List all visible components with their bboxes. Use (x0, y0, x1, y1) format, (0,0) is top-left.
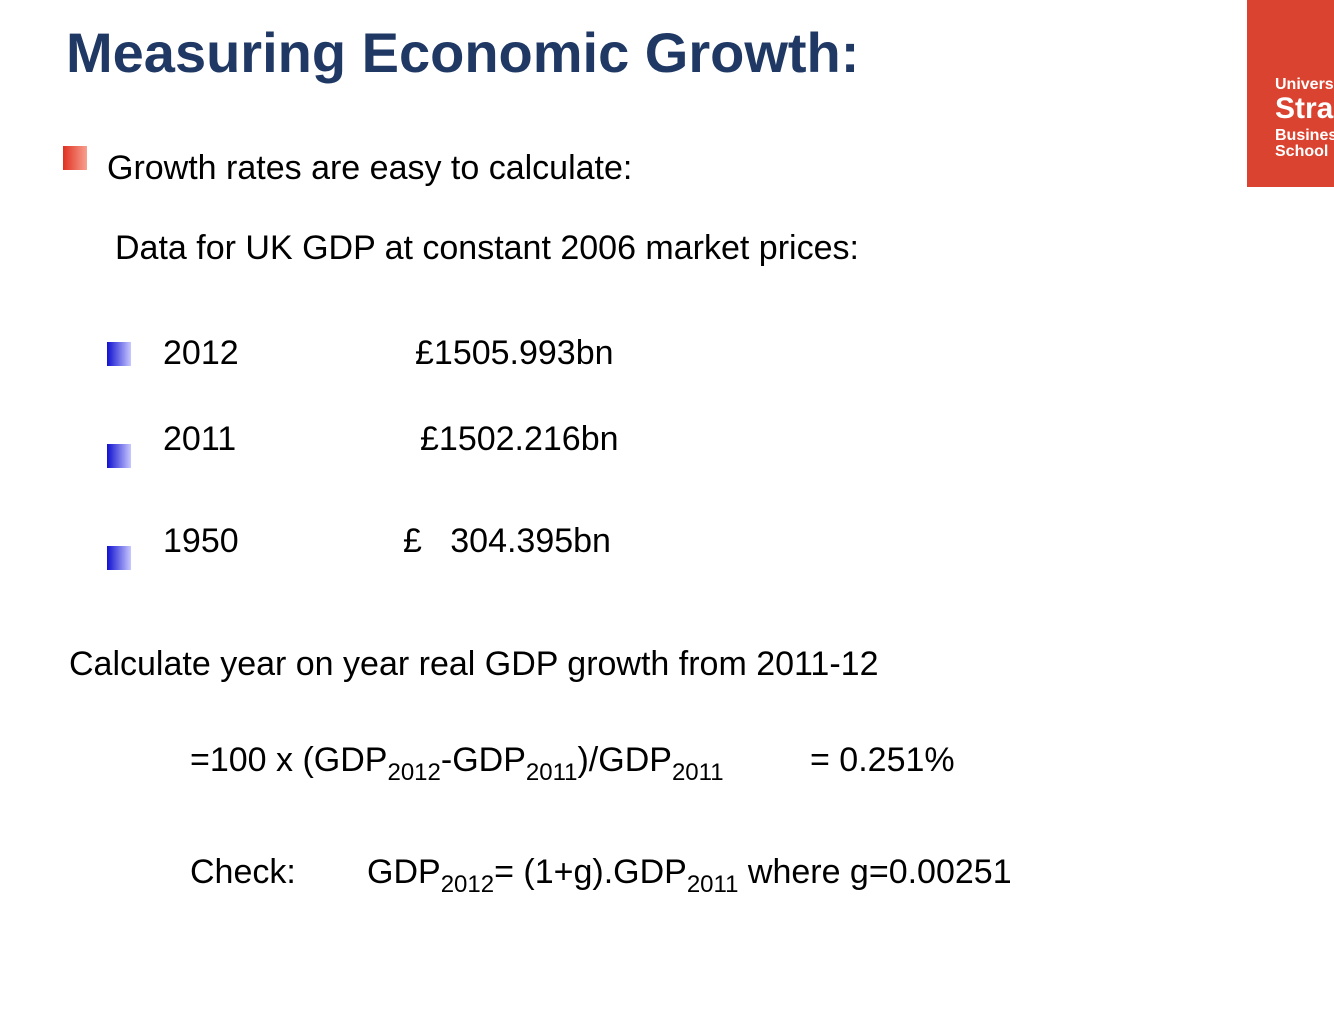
gdp-value: £ 304.395bn (403, 522, 611, 560)
logo-text: Stra (1275, 92, 1334, 125)
bullet-icon (63, 146, 87, 170)
check-formula: GDP2012= (1+g).GDP2011 where g=0.00251 (367, 852, 1012, 905)
year: 2012 (163, 334, 239, 372)
subscript: 2011 (671, 759, 724, 786)
bullet-icon (107, 342, 131, 366)
formula-part: -GDP (440, 741, 526, 779)
year: 2011 (163, 420, 237, 458)
subscript: 2012 (387, 759, 441, 786)
formula-part: =100 x (GDP (190, 741, 388, 779)
data-heading: Data for UK GDP at constant 2006 market … (115, 229, 859, 267)
logo-text: Busines (1275, 127, 1334, 144)
subscript: 2011 (525, 759, 578, 786)
bullet-icon (107, 546, 131, 570)
subscript: 2012 (440, 871, 495, 898)
formula-part: )/GDP (577, 741, 672, 779)
year: 1950 (163, 522, 239, 560)
formula-result: = 0.251% (810, 741, 955, 779)
logo: Universi Stra Busines School (1247, 0, 1334, 187)
bullet-text: Growth rates are easy to calculate: (107, 149, 633, 187)
bullet-icon (107, 444, 131, 468)
check-label: Check: (190, 853, 296, 891)
subscript: 2011 (686, 871, 739, 898)
formula-part: GDP (367, 853, 441, 891)
gdp-value: £1502.216bn (420, 420, 619, 458)
title: Measuring Economic Growth: (66, 21, 860, 84)
gdp-value: £1505.993bn (415, 334, 614, 372)
logo-text: School (1275, 143, 1329, 160)
logo-text: Universi (1275, 76, 1334, 93)
question: Calculate year on year real GDP growth f… (69, 645, 879, 683)
formula: =100 x (GDP2012-GDP2011)/GDP2011 (190, 740, 724, 793)
formula-part: = (1+g).GDP (494, 853, 687, 891)
formula-part: where g=0.00251 (738, 853, 1012, 891)
